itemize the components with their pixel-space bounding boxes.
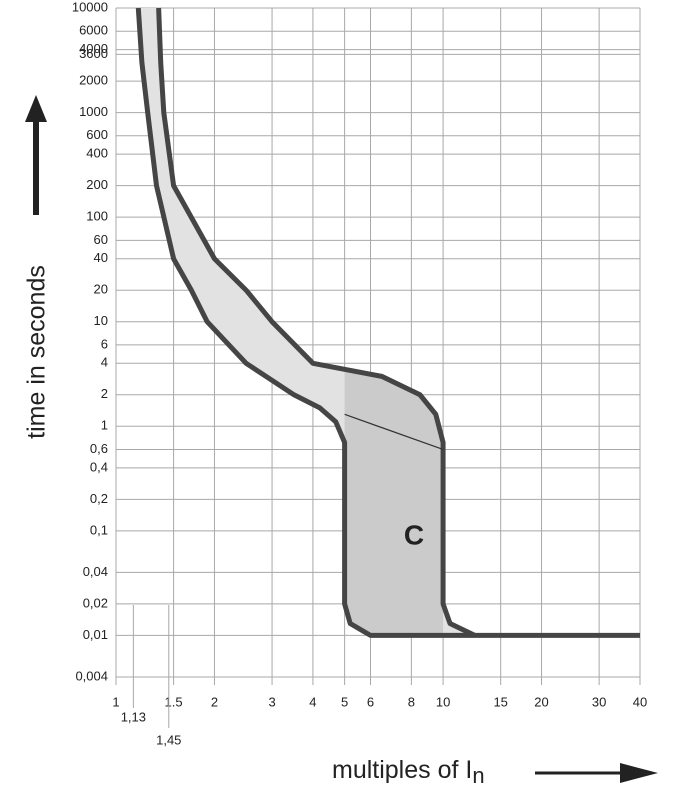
y-tick-label: 0,02 (83, 595, 108, 610)
x-tick-label: 15 (493, 694, 507, 709)
x-tick-label: 30 (592, 694, 606, 709)
y-tick-label: 4 (101, 355, 108, 370)
separator-line (344, 413, 444, 451)
y-tick-label: 6000 (79, 23, 108, 38)
x-tick-label: 3 (268, 694, 275, 709)
boundary-curve (156, 7, 476, 638)
x-tick-label: 6 (367, 694, 374, 709)
y-tick-label: 0,04 (83, 564, 108, 579)
x-arrow-head (620, 763, 658, 783)
x-axis-label-text: multiples of I (332, 756, 472, 784)
x-tick-label: 10 (436, 694, 450, 709)
y-tick-label: 4000 (79, 41, 108, 56)
y-tick-label: 0,01 (83, 627, 108, 642)
y-tick-label: 0,004 (75, 668, 108, 683)
curve-label: C (404, 519, 424, 550)
y-tick-label: 3600 (79, 46, 108, 61)
y-tick-label: 20 (94, 282, 108, 297)
y-tick-label: 1000 (79, 104, 108, 119)
marker-label: 1,13 (121, 709, 146, 724)
x-tick-label: 1 (112, 694, 119, 709)
y-tick-label: 0,1 (90, 522, 108, 537)
y-tick-label: 10 (94, 313, 108, 328)
x-tick-label: 1.5 (165, 694, 183, 709)
x-axis-label: multiples of In (332, 756, 485, 788)
x-tick-label: 40 (633, 694, 647, 709)
y-arrow-head (25, 95, 47, 122)
y-tick-label: 10000 (72, 0, 108, 14)
y-tick-label: 0,6 (90, 441, 108, 456)
y-tick-label: 1 (101, 418, 108, 433)
x-tick-label: 4 (309, 694, 316, 709)
y-tick-label: 2 (101, 386, 108, 401)
instant-zone (344, 8, 444, 636)
x-tick-label: 5 (341, 694, 348, 709)
x-axis-label-sub: n (472, 763, 484, 788)
boundary-curve (135, 7, 640, 638)
x-tick-label: 8 (408, 694, 415, 709)
marker-label: 1,45 (156, 732, 181, 747)
x-tick-label: 2 (211, 694, 218, 709)
y-tick-label: 0,2 (90, 491, 108, 506)
y-tick-label: 400 (86, 146, 108, 161)
x-tick-label: 20 (534, 694, 548, 709)
y-tick-label: 2000 (79, 73, 108, 88)
y-tick-label: 100 (86, 209, 108, 224)
y-tick-label: 200 (86, 177, 108, 192)
y-tick-label: 60 (94, 232, 108, 247)
y-axis-label: time in seconds (23, 265, 51, 439)
y-tick-label: 40 (94, 250, 108, 265)
y-tick-label: 0,4 (90, 459, 108, 474)
y-tick-label: 6 (101, 336, 108, 351)
y-tick-label: 600 (86, 127, 108, 142)
